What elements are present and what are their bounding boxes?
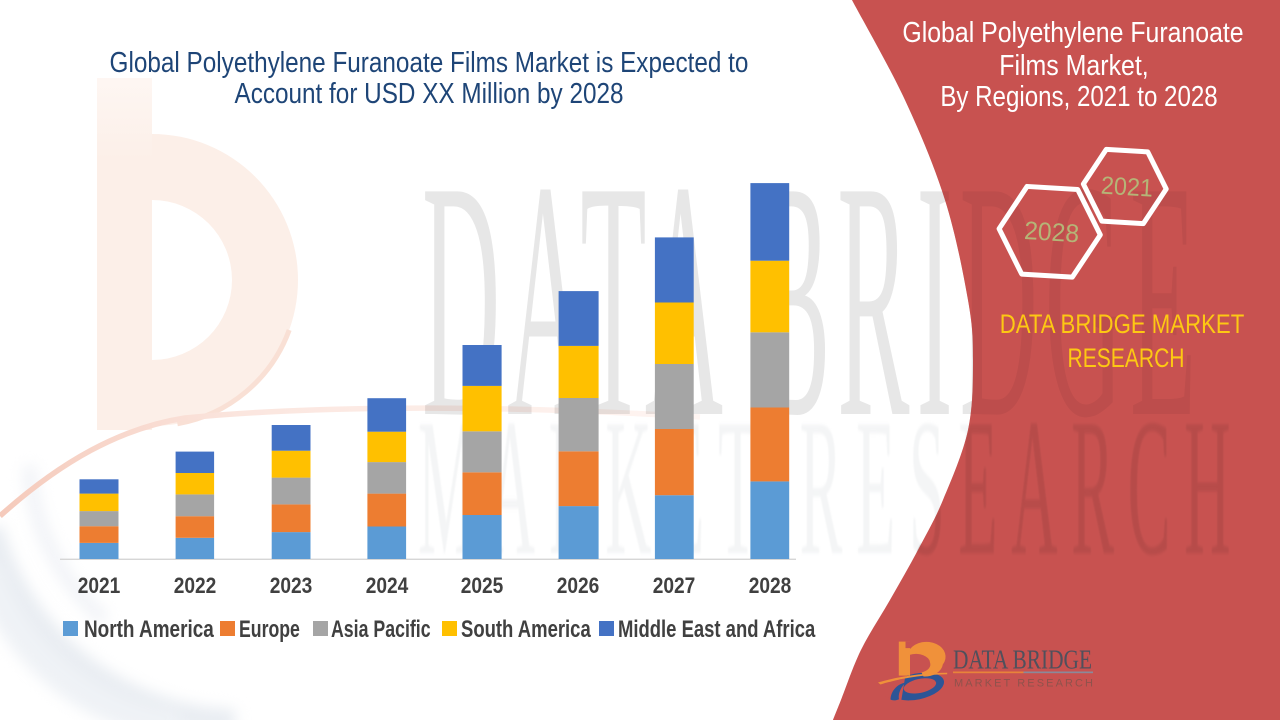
svg-text:DATA BRIDGE: DATA BRIDGE (953, 645, 1092, 675)
svg-text:MARKET RESEARCH: MARKET RESEARCH (954, 678, 1093, 690)
svg-text:2028: 2028 (1023, 217, 1080, 248)
svg-text:2021: 2021 (1100, 172, 1154, 203)
